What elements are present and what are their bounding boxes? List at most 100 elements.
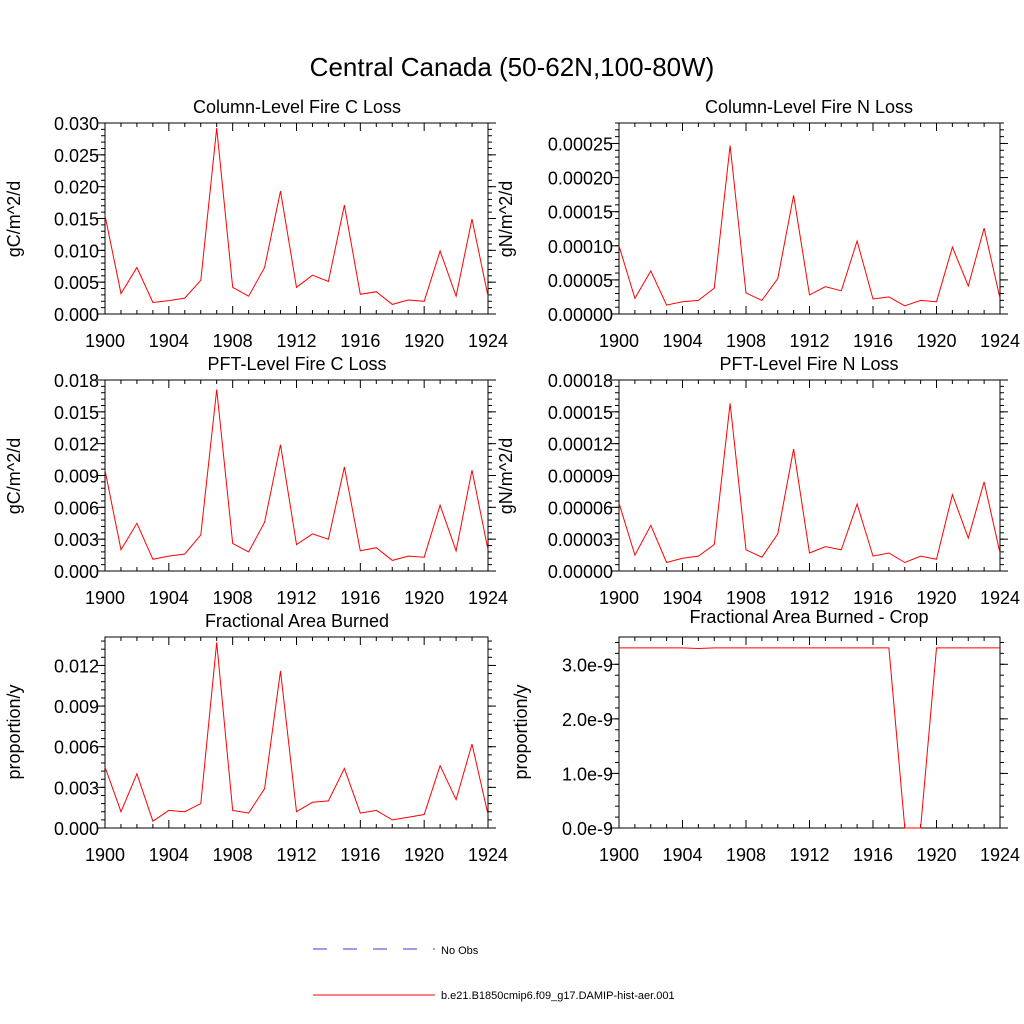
x-tick-label: 1908 (213, 588, 253, 608)
y-tick-label: 0.003 (54, 530, 99, 550)
series-line (104, 642, 489, 822)
x-tick-label: 1916 (853, 331, 893, 351)
x-tick-label: 1912 (276, 588, 316, 608)
y-tick-label: 0.0e-9 (562, 819, 613, 839)
x-tick-label: 1908 (726, 331, 766, 351)
y-tick-label: 0.025 (54, 146, 99, 166)
x-tick-label: 1912 (276, 845, 316, 865)
x-tick-label: 1904 (149, 845, 189, 865)
panel-column-fire-n-loss: Column-Level Fire N Loss gN/m^2/d (496, 97, 913, 257)
y-tick-label: 3.0e-9 (562, 655, 613, 675)
y-tick-label: 0.003 (54, 778, 99, 798)
y-tick-label: 0.020 (54, 178, 99, 198)
y-tick-label: 0.005 (54, 273, 99, 293)
x-tick-label: 1924 (468, 588, 508, 608)
x-tick-label: 1920 (404, 845, 444, 865)
x-tick-label: 1916 (340, 588, 380, 608)
panel-title: Column-Level Fire N Loss (705, 97, 913, 117)
x-tick-label: 1904 (662, 845, 702, 865)
x-tick-label: 1908 (726, 588, 766, 608)
x-tick-label: 1920 (404, 331, 444, 351)
x-tick-label: 1908 (213, 845, 253, 865)
y-tick-label: 0.00009 (548, 467, 613, 487)
series-line (619, 647, 1000, 829)
y-axis-label: proportion/y (511, 684, 531, 779)
x-tick-label: 1908 (213, 331, 253, 351)
x-tick-label: 1900 (599, 845, 639, 865)
x-tick-label: 1916 (340, 845, 380, 865)
legend-label-model: b.e21.B1850cmip6.f09_g17.DAMIP-hist-aer.… (441, 990, 675, 1002)
y-tick-label: 0.00000 (548, 305, 613, 325)
y-tick-label: 0.00012 (548, 435, 613, 455)
panel-title: Fractional Area Burned (205, 611, 389, 631)
series-line (618, 403, 1001, 564)
x-tick-label: 1912 (276, 331, 316, 351)
panel-title: Fractional Area Burned - Crop (689, 607, 928, 627)
x-tick-label: 1904 (662, 331, 702, 351)
y-tick-label: 0.000 (54, 562, 99, 582)
y-axis-label: gC/m^2/d (4, 438, 24, 514)
y-axis-label: gC/m^2/d (4, 181, 24, 257)
y-tick-label: 0.00005 (548, 271, 613, 291)
plot-frame (618, 122, 1001, 315)
x-tick-label: 1900 (599, 588, 639, 608)
figure-title: Central Canada (50-62N,100-80W) (310, 52, 715, 82)
y-axis-label: gN/m^2/d (496, 438, 516, 514)
y-tick-label: 0.000 (54, 819, 99, 839)
legend-label-no-obs: No Obs (441, 945, 479, 957)
y-tick-label: 0.006 (54, 498, 99, 518)
legend: No Obs b.e21.B1850cmip6.f09_g17.DAMIP-hi… (313, 945, 675, 1002)
x-tick-label: 1924 (468, 845, 508, 865)
y-tick-label: 0.015 (54, 210, 99, 230)
series-line (104, 128, 489, 305)
x-tick-label: 1900 (85, 845, 125, 865)
panel-title: PFT-Level Fire C Loss (207, 354, 386, 374)
plot-frame (618, 636, 1001, 829)
y-tick-label: 0.000 (54, 305, 99, 325)
y-tick-label: 0.015 (54, 403, 99, 423)
plot-frame (104, 636, 489, 829)
y-tick-label: 0.00015 (548, 403, 613, 423)
x-tick-label: 1920 (916, 331, 956, 351)
panel-fractional-area-burned: Fractional Area Burned proportion/y (4, 611, 389, 780)
y-tick-label: 0.00003 (548, 530, 613, 550)
x-tick-label: 1916 (340, 331, 380, 351)
x-tick-label: 1916 (853, 588, 893, 608)
x-tick-label: 1912 (789, 588, 829, 608)
panel-column-fire-c-loss: Column-Level Fire C Loss gC/m^2/d (4, 97, 401, 257)
x-tick-label: 1904 (149, 588, 189, 608)
series-line (618, 145, 1001, 307)
y-tick-label: 0.00025 (548, 134, 613, 154)
x-tick-label: 1904 (149, 331, 189, 351)
y-tick-label: 0.010 (54, 241, 99, 261)
panel-title: Column-Level Fire C Loss (193, 97, 401, 117)
x-tick-label: 1924 (980, 331, 1020, 351)
x-tick-label: 1920 (404, 588, 444, 608)
x-tick-label: 1924 (980, 588, 1020, 608)
panel-pft-fire-n-loss: PFT-Level Fire N Loss gN/m^2/d (496, 354, 899, 514)
y-tick-label: 0.012 (54, 435, 99, 455)
plot-frame (618, 379, 1001, 572)
x-tick-label: 1916 (853, 845, 893, 865)
y-tick-label: 0.00018 (548, 371, 613, 391)
y-tick-label: 0.018 (54, 371, 99, 391)
y-tick-label: 0.00000 (548, 562, 613, 582)
y-tick-label: 1.0e-9 (562, 764, 613, 784)
x-tick-label: 1924 (468, 331, 508, 351)
y-tick-label: 0.00020 (548, 169, 613, 189)
x-tick-label: 1900 (85, 331, 125, 351)
x-tick-label: 1904 (662, 588, 702, 608)
y-tick-label: 0.00015 (548, 203, 613, 223)
y-axis-label: proportion/y (4, 684, 24, 779)
x-tick-label: 1908 (726, 845, 766, 865)
x-tick-label: 1920 (916, 845, 956, 865)
y-tick-label: 2.0e-9 (562, 710, 613, 730)
series-line (104, 389, 489, 561)
x-tick-label: 1900 (85, 588, 125, 608)
panel-pft-fire-c-loss: PFT-Level Fire C Loss gC/m^2/d (4, 354, 387, 514)
x-tick-label: 1920 (916, 588, 956, 608)
y-tick-label: 0.006 (54, 738, 99, 758)
panel-title: PFT-Level Fire N Loss (719, 354, 898, 374)
x-tick-label: 1900 (599, 331, 639, 351)
